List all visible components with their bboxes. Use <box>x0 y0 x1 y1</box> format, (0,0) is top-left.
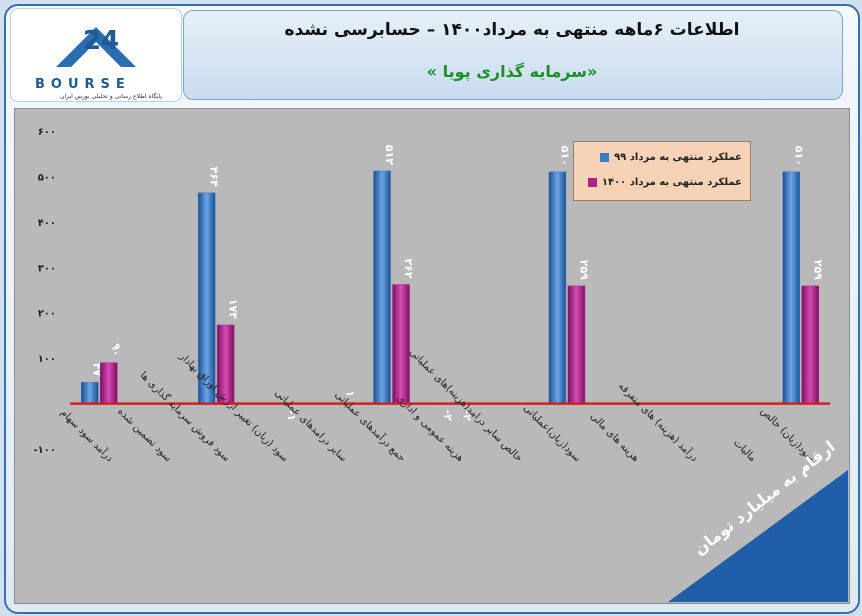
svg-text:2: 2 <box>83 26 101 56</box>
legend-label-series-2: عملکرد منتهی به مرداد ۱۴۰۰ <box>601 177 742 188</box>
data-label: ۵۱۰ <box>792 146 805 166</box>
data-label: ۵۱۲ <box>383 145 396 165</box>
legend-item-series-1: عملکرد منتهی به مرداد ۹۹ <box>600 152 742 163</box>
bar-series-2 <box>567 285 586 404</box>
x-tick-label: مالیات <box>731 437 758 464</box>
y-tick-label: ۵۰۰ <box>38 172 56 183</box>
data-label: ۱۷۳ <box>227 299 240 319</box>
logo-mark-icon: 2 4 <box>56 26 136 67</box>
data-label: ۱ <box>344 390 357 397</box>
bar-series-1 <box>373 170 391 404</box>
data-label: ۹۰ <box>110 343 123 356</box>
bar-series-1 <box>548 171 567 404</box>
legend-label-series-1: عملکرد منتهی به مرداد ۹۹ <box>614 152 742 163</box>
y-tick-label: ۳۰۰ <box>38 263 56 274</box>
data-label: ۵۱۰ <box>558 146 571 166</box>
bar-series-2 <box>392 284 410 404</box>
data-label: ۲۵۹ <box>811 260 824 280</box>
legend-item-series-2: عملکرد منتهی به مرداد ۱۴۰۰ <box>587 177 742 188</box>
y-tick-label: ۴۰۰ <box>38 218 56 229</box>
data-label: -۱ <box>285 410 298 421</box>
y-tick-label: ۱۰۰ <box>38 354 56 365</box>
logo-word: BOURSE <box>35 77 131 92</box>
svg-text:4: 4 <box>101 26 119 56</box>
y-tick-label: ۲۰۰ <box>38 309 56 320</box>
legend-swatch-series-2 <box>587 178 597 187</box>
title-panel <box>183 10 843 100</box>
x-tick-label: هزینه های مالی <box>588 411 641 464</box>
legend: عملکرد منتهی به مرداد ۹۹ عملکرد منتهی به… <box>573 141 751 201</box>
x-tick-label: خالص سایر درامد(هزینه)های عملیاتی <box>407 347 524 464</box>
data-label: -۲ <box>442 410 455 422</box>
data-label: ۴۶۴ <box>208 167 221 187</box>
legend-swatch-series-1 <box>600 153 610 162</box>
logo-tagline: پایگاه اطلاع رسانی و تحلیلی بورس ایران <box>60 93 162 100</box>
x-tick-label: درآمد سود سهام <box>58 406 116 464</box>
bourse-logo: 2 4 BOURSE پایگاه اطلاع رسانی و تحلیلی ب… <box>10 8 182 102</box>
chart-title: اطلاعات ۶ماهه منتهی به مرداد۱۴۰۰ – حسابر… <box>284 20 740 40</box>
bar-series-2 <box>99 362 118 404</box>
data-label: ۲۶۲ <box>402 258 415 278</box>
data-label: -۲ <box>461 410 474 422</box>
x-tick-label: سود(زیان)عملیاتی <box>521 403 583 465</box>
company-name: «سرمایه گذاری پویا » <box>426 62 598 81</box>
data-label: ۲۵۹ <box>577 260 590 280</box>
x-tick-label: سود تضمین شده <box>115 406 173 464</box>
bar-series-2 <box>801 285 820 404</box>
y-tick-label: -۱۰۰ <box>34 445 56 456</box>
bar-series-1 <box>80 381 99 404</box>
y-tick-label: ۶۰۰ <box>38 127 56 138</box>
bar-series-1 <box>782 171 801 404</box>
